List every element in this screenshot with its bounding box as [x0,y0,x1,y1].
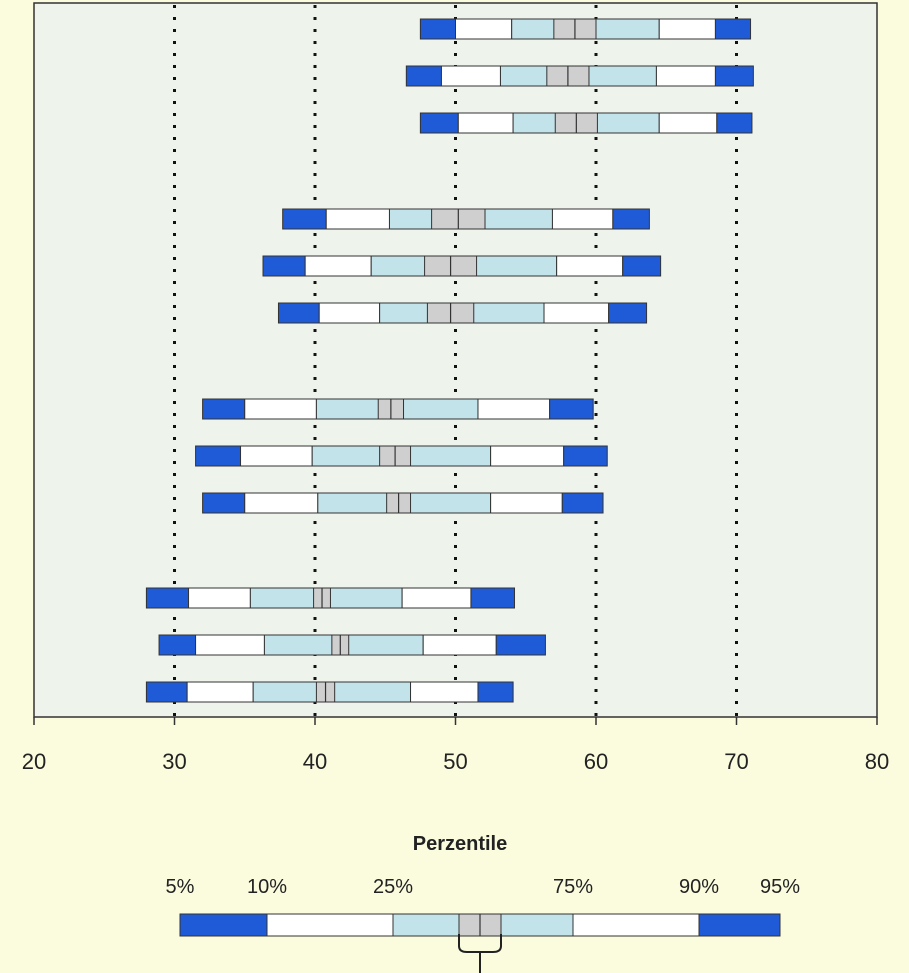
segment-p90-p95 [698,913,781,937]
segment-p5-p10 [277,302,320,324]
x-tick-label: 70 [724,749,748,774]
x-tick-label: 50 [443,749,467,774]
segment-p10-p25 [244,492,319,514]
segment-p5-p10 [202,398,246,420]
percentile-bar [158,634,546,656]
segment-p90-p95 [608,302,648,324]
segment-p75-p90 [658,18,716,40]
percentile-bar [202,492,604,514]
x-tick-label: 20 [22,749,46,774]
segment-p10-p25 [325,208,390,230]
legend-label: 90% [679,876,719,898]
x-tick-label: 30 [162,749,186,774]
plot-area [33,2,878,718]
segment-p75-p90 [572,913,700,937]
segment-p90-p95 [612,208,650,230]
legend-example-bar [179,913,781,973]
legend-label: 75% [553,876,593,898]
x-tick-label: 40 [303,749,327,774]
segment-p10-p25 [195,634,265,656]
percentile-bar [405,65,754,87]
segment-p75-p90 [655,65,716,87]
segment-p5-p10 [179,913,268,937]
percentile-bar [195,445,608,467]
segment-p10-p25 [440,65,501,87]
segment-p5-p10 [202,492,246,514]
segment-p5-p10 [419,112,459,134]
segment-p75-p90 [556,255,624,277]
segment-p90-p95 [495,634,546,656]
segment-p90-p95 [470,587,516,609]
segment-p90-p95 [622,255,662,277]
percentile-bar [262,255,662,277]
segment-p90-p95 [561,492,604,514]
legend-title: Perzentile [413,833,507,855]
segment-p10-p25 [244,398,317,420]
segment-p90-p95 [477,681,514,703]
segment-p5-p10 [158,634,197,656]
bar-group [262,208,662,324]
segment-p10-p25 [240,445,313,467]
segment-p90-p95 [716,112,753,134]
segment-p10-p25 [318,302,381,324]
legend-label: 95% [760,876,800,898]
segment-p5-p10 [419,18,456,40]
segment-p5-p10 [195,445,242,467]
percentile-bar [145,587,516,609]
x-tick-label: 80 [865,749,889,774]
segment-p75-p90 [410,681,479,703]
legend: Perzentile 5% 10% 25% 75% 90% 95% [166,833,801,973]
bar-group [195,398,608,514]
segment-p10-p25 [188,587,251,609]
percentile-bar [282,208,650,230]
segment-p5-p10 [405,65,442,87]
legend-label: 5% [166,876,195,898]
bar-group [145,587,546,703]
segment-p10-p25 [266,913,394,937]
median-bracket [458,934,502,953]
segment-p90-p95 [714,65,754,87]
percentile-bar [419,112,753,134]
segment-p75-p90 [543,302,610,324]
x-axis: 20 30 40 50 60 70 80 [22,717,889,774]
segment-p75-p90 [658,112,718,134]
legend-labels: 5% 10% 25% 75% 90% 95% [166,876,801,898]
segment-p10-p25 [304,255,372,277]
segment-p75-p90 [401,587,472,609]
segment-p75-p90 [490,445,565,467]
bar-group [405,18,754,134]
segment-p10-p25 [455,18,513,40]
x-tick-label: 60 [584,749,608,774]
segment-p5-p10 [145,587,190,609]
bars [145,18,754,703]
segment-p75-p90 [551,208,614,230]
segment-p5-p10 [282,208,327,230]
segment-p90-p95 [714,18,752,40]
segment-p5-p10 [262,255,306,277]
segment-p90-p95 [563,445,608,467]
percentile-bar [277,302,648,324]
segment-p5-p10 [145,681,188,703]
segment-p75-p90 [422,634,497,656]
percentile-bar [419,18,752,40]
segment-p90-p95 [549,398,594,420]
segment-p75-p90 [490,492,563,514]
percentile-bar [145,681,514,703]
legend-label: 25% [373,876,413,898]
segment-p10-p25 [457,112,514,134]
segment-p75-p90 [477,398,551,420]
percentile-bar [202,398,594,420]
segment-p10-p25 [186,681,254,703]
legend-label: 10% [247,876,287,898]
